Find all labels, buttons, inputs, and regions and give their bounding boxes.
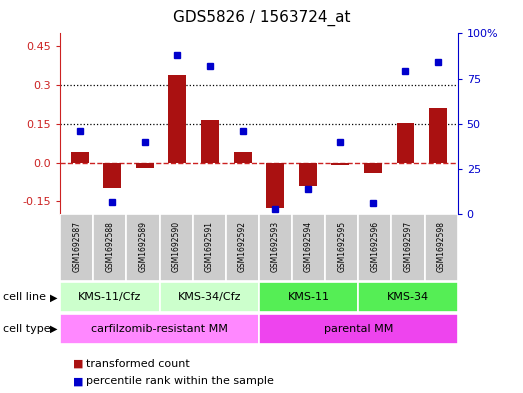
- Text: KMS-34/Cfz: KMS-34/Cfz: [177, 292, 241, 302]
- Text: GSM1692592: GSM1692592: [238, 221, 247, 272]
- Text: transformed count: transformed count: [86, 358, 190, 369]
- Text: cell type: cell type: [3, 324, 50, 334]
- Text: ■: ■: [73, 376, 84, 386]
- Text: carfilzomib-resistant MM: carfilzomib-resistant MM: [91, 324, 228, 334]
- Text: cell line: cell line: [3, 292, 46, 302]
- Text: GSM1692594: GSM1692594: [304, 221, 313, 272]
- Bar: [259, 282, 358, 312]
- Text: GSM1692593: GSM1692593: [271, 221, 280, 272]
- Bar: [160, 214, 192, 281]
- Bar: [201, 120, 219, 163]
- Bar: [266, 163, 284, 208]
- Text: GSM1692587: GSM1692587: [72, 221, 81, 272]
- Bar: [104, 163, 121, 188]
- Bar: [396, 123, 414, 163]
- Bar: [429, 108, 447, 163]
- Text: GSM1692591: GSM1692591: [204, 221, 214, 272]
- Text: GSM1692595: GSM1692595: [337, 221, 346, 272]
- Text: parental MM: parental MM: [324, 324, 393, 334]
- Bar: [192, 214, 226, 281]
- Text: GSM1692597: GSM1692597: [403, 221, 413, 272]
- Bar: [332, 163, 349, 165]
- Bar: [60, 214, 93, 281]
- Text: GSM1692598: GSM1692598: [437, 221, 446, 272]
- Bar: [127, 214, 160, 281]
- Bar: [358, 282, 458, 312]
- Text: GDS5826 / 1563724_at: GDS5826 / 1563724_at: [173, 10, 350, 26]
- Bar: [292, 214, 325, 281]
- Bar: [226, 214, 259, 281]
- Text: GSM1692588: GSM1692588: [105, 221, 115, 272]
- Bar: [425, 214, 458, 281]
- Bar: [71, 152, 89, 163]
- Bar: [259, 314, 458, 344]
- Bar: [259, 214, 292, 281]
- Text: GSM1692589: GSM1692589: [139, 221, 147, 272]
- Text: GSM1692596: GSM1692596: [370, 221, 379, 272]
- Bar: [60, 282, 160, 312]
- Bar: [160, 282, 259, 312]
- Text: ▶: ▶: [50, 292, 57, 302]
- Bar: [136, 163, 154, 168]
- Bar: [299, 163, 317, 186]
- Bar: [93, 214, 127, 281]
- Text: KMS-11/Cfz: KMS-11/Cfz: [78, 292, 142, 302]
- Text: GSM1692590: GSM1692590: [172, 221, 180, 272]
- Text: KMS-11: KMS-11: [288, 292, 329, 302]
- Text: ▶: ▶: [50, 324, 57, 334]
- Text: KMS-34: KMS-34: [387, 292, 429, 302]
- Bar: [325, 214, 358, 281]
- Bar: [234, 152, 252, 163]
- Bar: [391, 214, 425, 281]
- Text: ■: ■: [73, 358, 84, 369]
- Text: percentile rank within the sample: percentile rank within the sample: [86, 376, 274, 386]
- Bar: [60, 314, 259, 344]
- Bar: [168, 75, 186, 163]
- Bar: [364, 163, 382, 173]
- Bar: [358, 214, 391, 281]
